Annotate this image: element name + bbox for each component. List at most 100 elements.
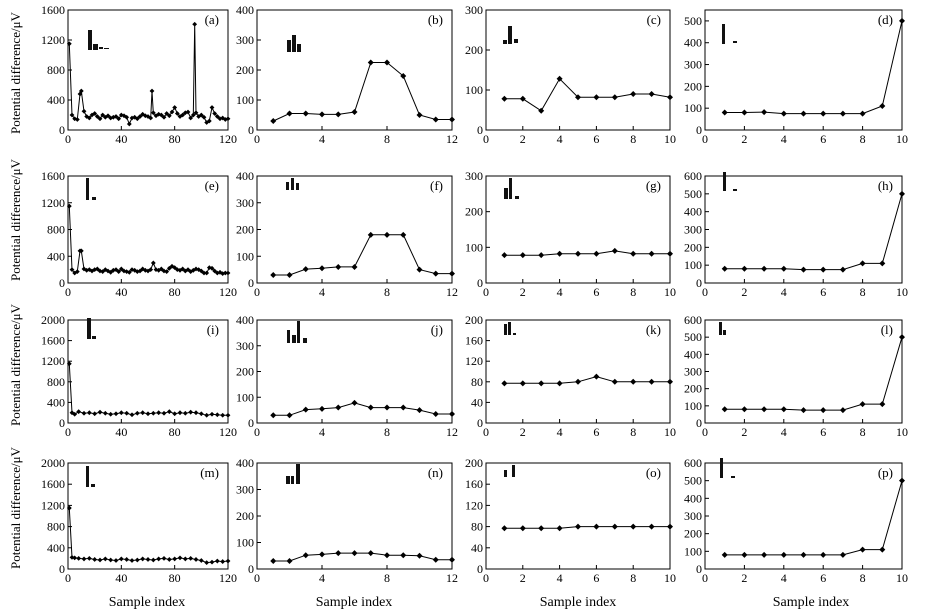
y-tick-label: 100 — [236, 93, 254, 107]
data-point — [209, 559, 215, 565]
y-tick-label: 500 — [684, 14, 702, 28]
x-tick-label: 0 — [702, 425, 708, 439]
y-axis-label-row-3: Potential difference/μV — [8, 303, 23, 425]
x-tick-label: 12 — [446, 425, 458, 439]
data-point — [86, 267, 92, 273]
series-line — [724, 337, 903, 411]
data-point — [648, 91, 655, 97]
data-point — [113, 114, 119, 119]
data-point — [209, 265, 215, 271]
x-tick-label: 4 — [781, 571, 787, 585]
y-tick-label: 0 — [477, 123, 483, 137]
y-tick-label: 200 — [684, 79, 702, 93]
y-tick-label: 400 — [684, 491, 702, 505]
data-point — [302, 110, 309, 117]
data-point — [839, 407, 846, 414]
x-axis-label-col-3: Sample index — [540, 595, 617, 610]
inset-bar — [286, 182, 289, 190]
inset-bar — [296, 183, 299, 190]
x-tick-label: 10 — [896, 132, 908, 146]
data-point — [177, 410, 183, 416]
y-tick-label: 0 — [59, 562, 65, 576]
inset-bar — [286, 476, 290, 484]
data-point — [611, 378, 618, 385]
y-tick-label: 300 — [465, 3, 483, 17]
x-tick-label: 4 — [557, 132, 563, 146]
y-tick-label: 1200 — [41, 196, 65, 210]
y-tick-label: 80 — [471, 375, 483, 389]
x-tick-label: 0 — [483, 571, 489, 585]
y-tick-label: 400 — [47, 541, 65, 555]
data-point — [156, 556, 162, 562]
data-point — [859, 110, 866, 117]
series-line — [68, 24, 229, 126]
y-tick-label: 400 — [684, 347, 702, 361]
y-tick-label: 0 — [59, 276, 65, 290]
data-point — [156, 410, 162, 416]
data-point — [66, 41, 72, 47]
data-point — [800, 551, 807, 558]
data-point — [102, 267, 108, 273]
data-point — [780, 406, 787, 413]
data-point — [270, 118, 277, 124]
y-tick-label: 120 — [465, 354, 483, 368]
data-point — [190, 112, 196, 118]
data-point — [741, 551, 748, 558]
series-line — [724, 480, 903, 556]
x-tick-label: 80 — [169, 571, 181, 585]
data-point — [172, 556, 178, 562]
data-point — [225, 412, 231, 418]
data-point — [351, 109, 358, 115]
panel-label: (m) — [200, 465, 219, 480]
y-tick-label: 200 — [465, 456, 483, 470]
data-point — [149, 88, 155, 94]
x-tick-label: 8 — [630, 132, 636, 146]
data-point — [630, 378, 637, 385]
data-point — [839, 266, 846, 273]
panel-label: (p) — [878, 465, 893, 480]
panel-label: (d) — [878, 12, 893, 27]
y-tick-label: 100 — [684, 101, 702, 115]
x-tick-label: 0 — [483, 132, 489, 146]
data-point — [192, 21, 198, 27]
y-tick-label: 40 — [471, 395, 483, 409]
x-tick-label: 2 — [520, 285, 526, 299]
x-tick-label: 4 — [557, 571, 563, 585]
y-tick-label: 200 — [684, 527, 702, 541]
plot-frame — [485, 462, 671, 570]
x-tick-label: 2 — [741, 425, 747, 439]
y-tick-label: 600 — [684, 313, 702, 327]
data-point — [126, 269, 132, 275]
inset-bar — [93, 44, 98, 50]
data-point — [204, 270, 210, 276]
data-point — [538, 107, 545, 114]
data-point — [384, 231, 390, 238]
data-point — [108, 411, 114, 417]
y-tick-label: 0 — [59, 416, 65, 430]
inset-bar — [303, 338, 307, 343]
data-point — [501, 525, 508, 532]
x-tick-label: 8 — [384, 285, 390, 299]
data-point — [134, 557, 140, 563]
panel-label: (n) — [428, 465, 443, 480]
data-point — [879, 546, 886, 553]
data-point — [556, 75, 563, 82]
data-point — [69, 267, 75, 273]
data-point — [286, 271, 293, 278]
data-point — [118, 556, 124, 562]
series-line — [68, 508, 229, 564]
data-point — [124, 410, 130, 416]
data-point — [384, 59, 390, 66]
data-point — [351, 263, 358, 270]
data-point — [319, 551, 325, 558]
data-point — [319, 265, 325, 272]
panel-i: 0 400 800 1200 1600 2000 0 40 80 120 (i) — [41, 313, 237, 439]
data-point — [302, 406, 309, 413]
x-tick-label: 8 — [630, 571, 636, 585]
data-point — [78, 248, 84, 254]
data-point — [384, 404, 390, 411]
data-point — [593, 94, 600, 101]
data-point — [593, 373, 600, 380]
x-tick-label: 2 — [520, 132, 526, 146]
x-tick-label: 8 — [860, 425, 866, 439]
